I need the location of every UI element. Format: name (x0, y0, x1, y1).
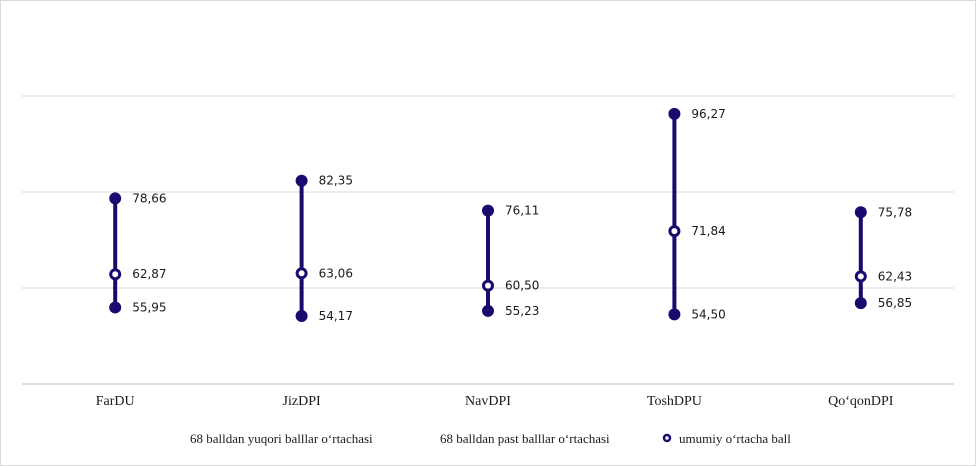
data-label-mean: 60,50 (505, 279, 539, 293)
range-lines (113, 111, 863, 318)
point-high (109, 192, 122, 205)
data-label-high: 76,11 (505, 204, 539, 218)
legend: 68 balldan yuqori balllar o‘rtachasi 68 … (190, 431, 791, 446)
data-labels: 78,66 62,87 55,95 82,35 63,06 54,17 76,11 60,50… (132, 107, 912, 323)
point-mean (109, 268, 122, 281)
point-low (854, 297, 867, 310)
category-label: NavDPI (465, 394, 511, 409)
category-label: ToshDPU (647, 394, 702, 409)
data-label-mean: 63,06 (319, 266, 353, 280)
point-mean (854, 270, 867, 283)
point-low (295, 309, 308, 322)
legend-label-mean: umumiy o‘rtacha ball (679, 431, 791, 446)
legend-marker-mean (662, 433, 672, 443)
point-high (482, 204, 494, 217)
category-label: JizDPI (283, 394, 321, 409)
data-label-high: 78,66 (132, 191, 166, 205)
legend-label-high: 68 balldan yuqori balllar o‘rtachasi (190, 431, 373, 446)
data-label-low: 55,23 (505, 304, 539, 318)
point-mean (482, 279, 494, 292)
data-label-mean: 62,43 (878, 269, 912, 283)
data-label-high: 82,35 (319, 174, 353, 188)
data-label-mean: 62,87 (132, 267, 166, 281)
legend-item-mean: umumiy o‘rtacha ball (662, 431, 791, 446)
point-mean (668, 225, 681, 238)
data-label-low: 54,50 (691, 307, 725, 321)
data-label-low: 56,85 (878, 296, 912, 310)
data-label-high: 75,78 (878, 205, 912, 219)
point-low (482, 304, 494, 317)
point-low (109, 301, 122, 314)
legend-item-low: 68 balldan past balllar o‘rtachasi (440, 431, 610, 446)
point-high (295, 174, 308, 187)
point-mean (295, 267, 308, 280)
point-low (668, 308, 681, 321)
category-label: Qo‘qonDPI (828, 394, 894, 409)
data-label-mean: 71,84 (691, 224, 725, 238)
category-label: FarDU (96, 394, 135, 409)
point-high (854, 206, 867, 219)
legend-label-low: 68 balldan past balllar o‘rtachasi (440, 431, 610, 446)
data-points (109, 107, 867, 322)
data-label-low: 54,17 (319, 309, 353, 323)
category-labels: FarDU JizDPI NavDPI ToshDPU Qo‘qonDPI (96, 394, 894, 409)
data-label-low: 55,95 (132, 300, 166, 314)
point-high (668, 107, 681, 120)
data-label-high: 96,27 (691, 107, 725, 121)
legend-item-high: 68 balldan yuqori balllar o‘rtachasi (190, 431, 373, 446)
